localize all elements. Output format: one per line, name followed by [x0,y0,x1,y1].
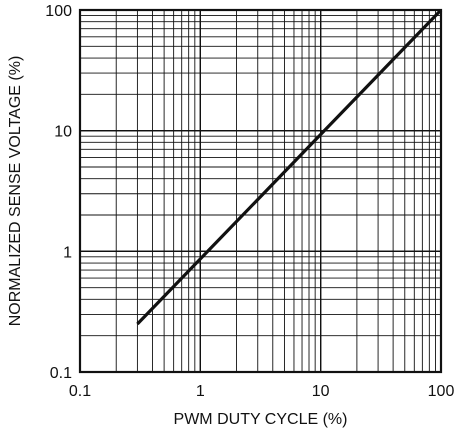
x-axis-title: PWM DUTY CYCLE (%) [174,411,348,428]
y-tick-label: 10 [54,124,72,141]
series-layer [136,8,443,326]
y-axis-title: NORMALIZED SENSE VOLTAGE (%) [7,56,24,327]
series-line-1 [136,8,443,326]
x-tick-label: 100 [428,383,455,400]
x-tick-label: 1 [196,383,205,400]
plot-frame [78,8,443,374]
x-tick-label: 10 [312,383,330,400]
x-tick-label: 0.1 [69,383,91,400]
y-tick-label: 1 [63,244,72,261]
y-tick-label: 0.1 [50,365,72,382]
tick-labels: 0.1 1 10 100 0.1 1 10 100 [45,3,454,400]
grid [79,9,442,373]
y-tick-label: 100 [45,3,72,20]
